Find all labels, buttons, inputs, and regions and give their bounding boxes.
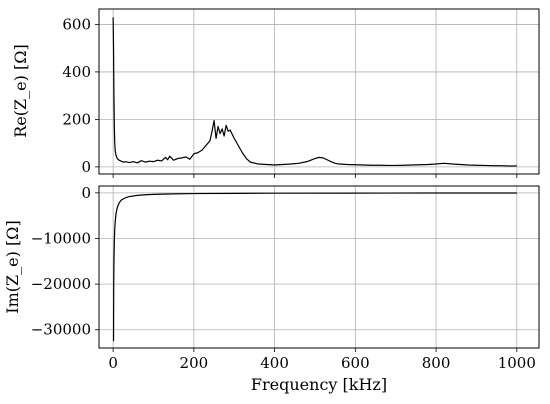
im-series [112,192,517,342]
im-ytick-label--10000: −10000 [31,229,91,247]
im-series-line-0 [112,192,517,342]
im-ytick-label--20000: −20000 [31,275,91,293]
re-panel: 0 200 400 600 Re(Z_e) [Ω] [11,8,540,178]
re-series [112,17,517,167]
re-ytick-label-0: 0 [81,158,91,176]
im-panel: 0 200 400 600 800 1000 0 −10000 −20000 −30000 Im(… [3,184,540,394]
im-xtick-label-200: 200 [180,354,209,372]
re-ytick-label-200: 200 [62,110,91,128]
re-ytick-label-600: 600 [62,15,91,33]
re-series-line-0 [112,17,517,167]
im-ytick-label-0: 0 [81,184,91,202]
im-axes-frame [98,185,540,349]
im-grid [99,186,539,348]
im-xtick-label-800: 800 [422,354,451,372]
im-ytick-label--30000: −30000 [31,321,91,339]
re-ylabel: Re(Z_e) [Ω] [11,44,30,137]
re-ticks: 0 200 400 600 [62,15,518,178]
im-xlabel: Frequency [kHz] [251,375,387,394]
im-xtick-label-600: 600 [341,354,370,372]
re-grid [99,9,539,174]
im-ylabel: Im(Z_e) [Ω] [3,220,22,313]
im-xtick-label-0: 0 [108,354,118,372]
re-ytick-label-400: 400 [62,63,91,81]
im-xtick-label-400: 400 [260,354,289,372]
im-xtick-label-1000: 1000 [498,354,536,372]
im-ticks: 0 200 400 600 800 1000 0 −10000 −20000 −30000 [31,184,536,372]
re-axes-frame [98,8,540,175]
